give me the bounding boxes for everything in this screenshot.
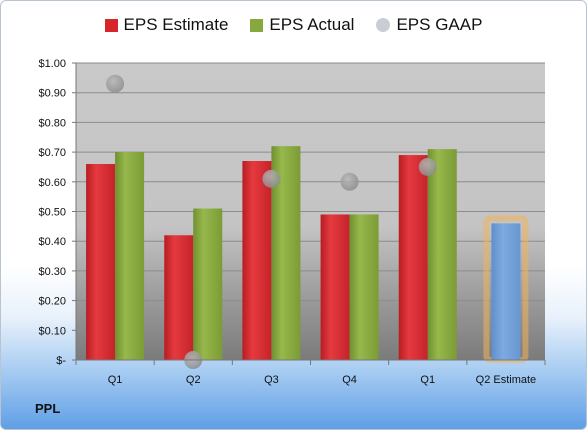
y-tick-label: $0.80 [38,117,66,129]
legend-eps-estimate: EPS Estimate [104,15,229,35]
y-tick-label: $0.50 [38,207,66,219]
x-tick-label: Q2 [186,374,201,386]
x-tick-label: Q4 [342,374,357,386]
bar-eps-estimate [398,155,428,360]
bar-eps-estimate [86,163,116,360]
legend-label-eps-actual: EPS Actual [269,15,355,34]
y-axis: $- $0.10 $0.20 $0.30 $0.40 $0.50 $0.60 $0.70 $0.… [38,58,77,367]
y-tick-label: $0.30 [38,266,66,278]
bar-eps-estimate [164,235,194,360]
bar-eps-actual-estimate [491,223,521,360]
legend-eps-gaap: EPS GAAP [376,15,482,35]
x-tick-label: Q1 [108,374,123,386]
gridlines [76,62,545,331]
bar-eps-actual [349,214,379,360]
x-axis: Q1 Q2 Q3 Q4 Q1 Q2 Estimate [75,359,546,386]
legend-label-eps-estimate: EPS Estimate [123,15,229,34]
x-tick-label: Q3 [264,374,279,386]
y-tick-label: $0.20 [38,296,66,308]
bar-eps-estimate [242,161,272,360]
bar-eps-actual [193,208,223,360]
y-tick-label: $1.00 [38,58,66,70]
point-eps-gaap [418,157,437,176]
x-tick-label: Q2 Estimate [476,374,537,386]
y-tick-label: $0.70 [38,147,66,159]
company-ticker: PPL [35,401,61,416]
legend: EPS Estimate EPS Actual EPS GAAP [1,15,586,35]
y-tick-label: $- [56,355,66,367]
bar-eps-estimate [320,214,350,360]
point-eps-gaap [340,172,359,191]
legend-swatch-eps-estimate [104,18,118,32]
y-tick-label: $0.40 [38,236,66,248]
bar-eps-actual [115,152,145,360]
y-tick-label: $0.90 [38,88,66,100]
point-eps-gaap [262,169,281,188]
x-tick-label: Q1 [420,374,435,386]
legend-eps-actual: EPS Actual [250,15,354,35]
y-tick-label: $0.10 [38,325,66,337]
bars [86,146,529,363]
legend-swatch-eps-gaap [376,18,391,32]
y-tick-label: $0.60 [38,177,66,189]
point-eps-gaap [106,74,125,93]
bar-eps-actual [427,149,457,360]
legend-swatch-eps-actual [250,18,264,32]
legend-label-eps-gaap: EPS GAAP [396,15,483,34]
